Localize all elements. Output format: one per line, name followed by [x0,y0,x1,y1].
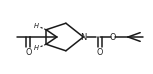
Text: O: O [110,32,116,42]
Text: O: O [97,48,103,57]
Text: O: O [25,48,32,57]
Text: N: N [80,32,86,42]
Text: H: H [34,23,39,29]
Text: H: H [34,45,39,51]
